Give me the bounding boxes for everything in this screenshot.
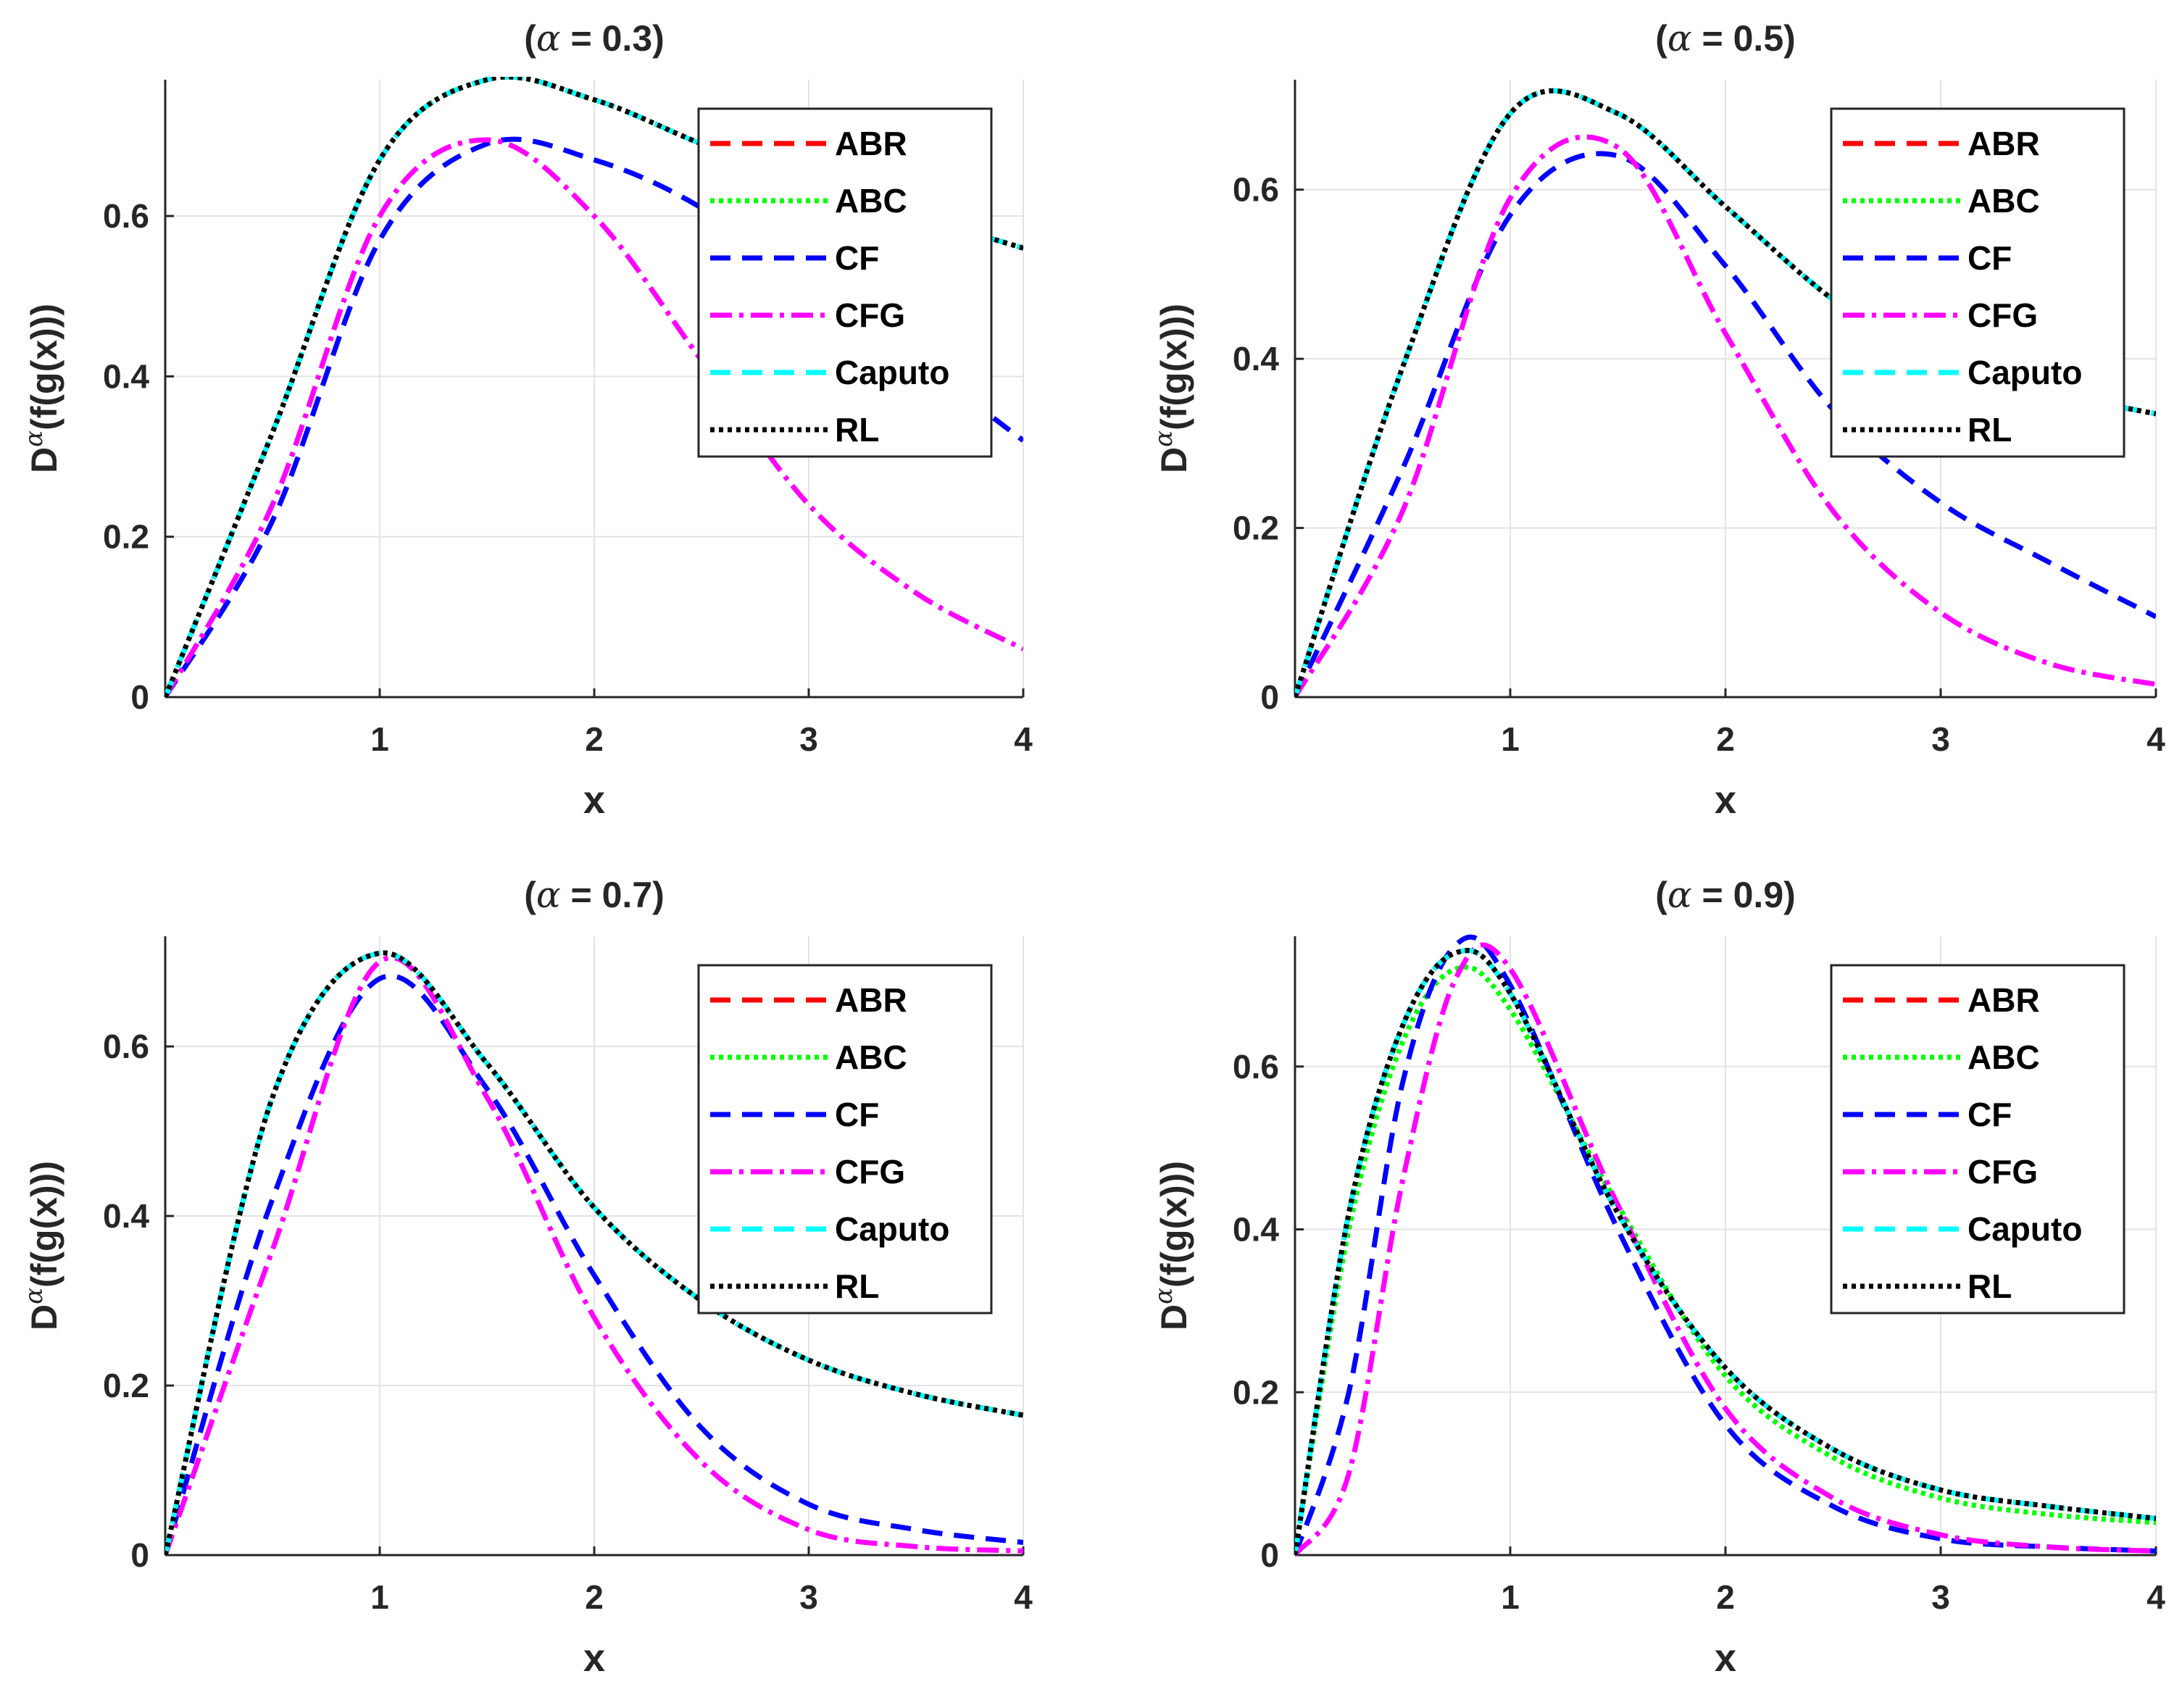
y-tick-label: 0.4 bbox=[1233, 340, 1279, 378]
legend-label-cfg: CFG bbox=[835, 296, 905, 334]
y-axis-label: Dα(f(g(x))) bbox=[20, 304, 64, 473]
y-tick-label: 0.4 bbox=[1233, 1211, 1279, 1249]
chart-title: (α = 0.3) bbox=[524, 17, 665, 59]
x-axis-label: x bbox=[1715, 1636, 1736, 1680]
legend-label-caputo: Caputo bbox=[1967, 1210, 2082, 1248]
legend-label-abc: ABC bbox=[835, 182, 907, 220]
series-line-cfg bbox=[165, 137, 1023, 699]
y-tick-label: 0.6 bbox=[1233, 171, 1279, 209]
chart-title: (α = 0.7) bbox=[524, 874, 665, 916]
legend-label-cf: CF bbox=[1967, 239, 2012, 277]
x-tick-label: 1 bbox=[370, 1578, 389, 1616]
chart-title: (α = 0.5) bbox=[1655, 17, 1796, 59]
series-line-cfg bbox=[165, 955, 1023, 1557]
legend-label-caputo: Caputo bbox=[1967, 354, 2082, 391]
y-tick-label: 0 bbox=[130, 678, 149, 716]
x-axis-label: x bbox=[583, 778, 605, 822]
series-lines bbox=[165, 950, 1023, 1557]
x-tick-label: 1 bbox=[370, 720, 389, 758]
y-tick-label: 0 bbox=[1260, 1536, 1279, 1574]
x-tick-label: 4 bbox=[1014, 720, 1033, 758]
y-tick-label: 0.6 bbox=[103, 197, 149, 235]
series-line-cf bbox=[1295, 934, 2156, 1557]
x-tick-label: 2 bbox=[1716, 1578, 1735, 1616]
legend-label-cf: CF bbox=[835, 239, 879, 277]
legend-label-rl: RL bbox=[835, 1267, 879, 1305]
y-tick-label: 0.2 bbox=[103, 1367, 149, 1404]
x-tick-label: 3 bbox=[799, 1578, 818, 1616]
x-tick-label: 3 bbox=[1931, 1578, 1950, 1616]
legend-box bbox=[1830, 107, 2125, 458]
x-tick-label: 4 bbox=[1014, 1578, 1033, 1616]
legend-label-abr: ABR bbox=[835, 981, 907, 1019]
legend: ABR ABC CF CFG Caputo RL bbox=[697, 964, 993, 1315]
legend-label-rl: RL bbox=[835, 411, 879, 449]
y-tick-label: 0.2 bbox=[103, 518, 149, 556]
x-tick-label: 1 bbox=[1501, 720, 1520, 758]
x-axis-label: x bbox=[583, 1636, 605, 1680]
legend-label-cfg: CFG bbox=[1967, 1153, 2038, 1191]
series-line-caputo bbox=[165, 950, 1023, 1556]
y-tick-label: 0 bbox=[1260, 678, 1279, 716]
y-tick-label: 0.2 bbox=[1233, 509, 1279, 547]
legend-label-abc: ABC bbox=[835, 1038, 907, 1076]
legend: ABR ABC CF CFG Caputo RL bbox=[697, 107, 993, 458]
chart-title: (α = 0.9) bbox=[1655, 874, 1796, 916]
legend-label-caputo: Caputo bbox=[835, 354, 949, 391]
legend-label-abc: ABC bbox=[1967, 1038, 2040, 1076]
legend-label-abr: ABR bbox=[1967, 125, 2040, 162]
x-tick-label: 1 bbox=[1501, 1578, 1520, 1616]
series-line-cfg bbox=[1295, 942, 2156, 1557]
y-tick-label: 0.6 bbox=[1233, 1048, 1279, 1086]
x-tick-label: 3 bbox=[1931, 720, 1950, 758]
y-axis-label: Dα(f(g(x))) bbox=[1149, 1161, 1194, 1330]
legend-label-cf: CF bbox=[835, 1096, 879, 1133]
x-axis-label: x bbox=[1715, 778, 1736, 822]
legend-label-abr: ABR bbox=[835, 125, 907, 162]
legend-label-rl: RL bbox=[1967, 411, 2012, 449]
y-tick-label: 0.6 bbox=[103, 1028, 149, 1065]
chart-panel-top-right: 1 2 3 400.20.40.6(α = 0.5)xDα(f(g(x)))ABRAB… bbox=[1149, 17, 2165, 822]
series-lines bbox=[1295, 934, 2156, 1557]
y-axis-label: Dα(f(g(x))) bbox=[20, 1161, 64, 1330]
legend: ABR ABC CF CFG Caputo RL bbox=[1830, 107, 2125, 458]
y-tick-label: 0 bbox=[130, 1536, 149, 1574]
series-line-caputo bbox=[1295, 948, 2156, 1556]
x-tick-label: 2 bbox=[585, 720, 604, 758]
legend-box bbox=[697, 964, 993, 1315]
legend-label-cf: CF bbox=[1967, 1096, 2012, 1133]
grid bbox=[1295, 936, 2157, 1555]
series-line-cfg bbox=[1295, 134, 2156, 699]
legend-label-rl: RL bbox=[1967, 1267, 2012, 1305]
x-tick-label: 4 bbox=[2146, 720, 2165, 758]
chart-panel-bottom-left: 1 2 3 400.20.40.6(α = 0.7)xDα(f(g(x)))ABRAB… bbox=[20, 874, 1033, 1680]
y-tick-label: 0.4 bbox=[103, 1197, 149, 1235]
chart-panel-top-left: 1 2 3 400.20.40.6(α = 0.3)xDα(f(g(x)))ABRAB… bbox=[20, 17, 1033, 822]
y-axis-label: Dα(f(g(x))) bbox=[1149, 304, 1194, 473]
legend-box bbox=[1830, 964, 2125, 1315]
x-tick-label: 2 bbox=[1716, 720, 1735, 758]
legend: ABR ABC CF CFG Caputo RL bbox=[1830, 964, 2125, 1315]
series-line-cf bbox=[1295, 151, 2156, 699]
x-tick-label: 4 bbox=[2146, 1578, 2165, 1616]
series-line-cf bbox=[165, 973, 1023, 1557]
legend-label-cfg: CFG bbox=[835, 1153, 905, 1191]
legend-label-abr: ABR bbox=[1967, 981, 2040, 1019]
x-tick-label: 2 bbox=[585, 1578, 604, 1616]
y-tick-label: 0.4 bbox=[103, 357, 149, 395]
chart-panel-bottom-right: 1 2 3 400.20.40.6(α = 0.9)xDα(f(g(x)))ABRAB… bbox=[1149, 874, 2165, 1680]
series-line-caputo bbox=[1295, 88, 2156, 699]
legend-label-cfg: CFG bbox=[1967, 296, 2038, 334]
legend-label-caputo: Caputo bbox=[835, 1210, 949, 1248]
x-tick-label: 3 bbox=[799, 720, 818, 758]
y-tick-label: 0.2 bbox=[1233, 1373, 1279, 1411]
legend-box bbox=[697, 107, 993, 458]
legend-label-abc: ABC bbox=[1967, 182, 2040, 220]
